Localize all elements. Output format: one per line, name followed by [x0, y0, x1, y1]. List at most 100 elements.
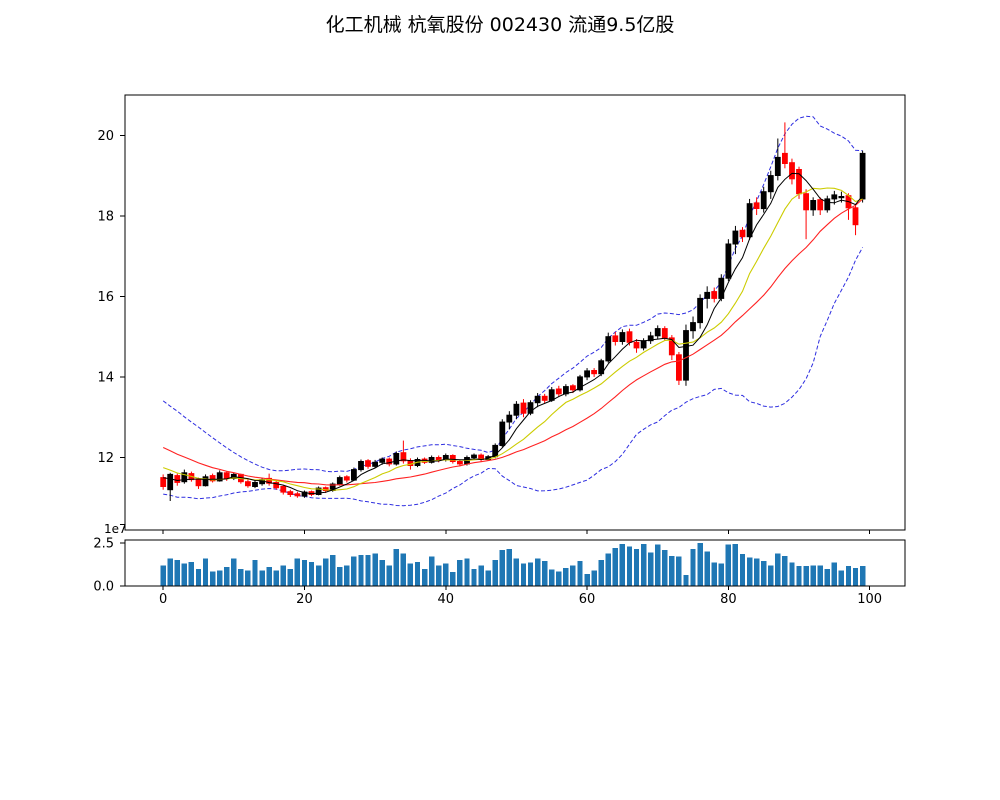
candle-body	[668, 337, 675, 356]
bollinger-upper-line	[162, 115, 863, 473]
candle-body	[428, 457, 435, 463]
volume-bar	[775, 553, 781, 586]
y-tick-label: 16	[97, 290, 114, 305]
volume-bar	[478, 565, 484, 586]
volume-bar	[612, 548, 618, 586]
candle-body	[626, 331, 633, 343]
ma-mid-line	[163, 187, 863, 491]
candle-body	[633, 341, 640, 349]
candle-body	[273, 482, 280, 489]
volume-bar	[619, 543, 626, 586]
volume-bar	[188, 561, 195, 586]
volume-bar	[421, 568, 428, 586]
candle-body	[471, 454, 477, 459]
candle-body	[499, 421, 506, 447]
candle-body	[223, 472, 230, 479]
volume-bar	[718, 563, 724, 586]
candle-body	[435, 457, 442, 461]
candle-body	[520, 402, 527, 414]
candle-body	[859, 152, 866, 200]
candle-body	[803, 193, 810, 211]
volume-bar	[803, 566, 809, 586]
candle-body	[174, 475, 181, 483]
ma-fast-line	[163, 172, 863, 495]
volume-scale-offset-label: 1e7	[104, 522, 127, 536]
volume-y-tick-label: 2.5	[93, 536, 114, 551]
candle-body	[824, 198, 831, 211]
candle-body	[209, 475, 216, 482]
volume-bar	[400, 553, 407, 586]
candle-body	[725, 243, 732, 279]
volume-bar	[570, 565, 576, 586]
volume-bar	[224, 567, 230, 586]
candle-body	[343, 476, 350, 481]
volume-bar	[436, 565, 442, 586]
candle-body	[789, 162, 795, 180]
volume-bar	[181, 563, 187, 586]
volume-bar	[294, 558, 301, 586]
candle-body	[739, 229, 746, 238]
volume-bar	[358, 555, 364, 586]
candle-body	[365, 460, 371, 467]
volume-x-tick-label: 0	[159, 592, 167, 607]
candle-body	[527, 402, 534, 414]
candle-body	[315, 487, 322, 496]
candle-body	[167, 473, 174, 491]
candle-body	[838, 196, 845, 199]
candle-body	[810, 200, 817, 211]
volume-bar	[768, 565, 774, 586]
candle-body	[640, 340, 647, 349]
candle-body	[661, 328, 668, 339]
volume-bar	[626, 546, 633, 586]
candle-body	[195, 479, 202, 487]
volume-bar	[824, 568, 830, 586]
volume-bar	[209, 571, 216, 586]
candle-body	[181, 472, 188, 483]
volume-bar	[344, 565, 350, 586]
candle-body	[753, 202, 760, 209]
candle-body	[555, 388, 562, 395]
volume-bar	[676, 556, 682, 586]
volume-bar	[471, 568, 477, 586]
volume-bar	[499, 549, 505, 586]
volume-bar	[238, 568, 244, 586]
candle-body	[534, 395, 541, 404]
volume-x-tick-label: 40	[437, 592, 454, 607]
volume-bar	[640, 543, 647, 586]
volume-bar	[506, 549, 512, 586]
candle-body	[619, 332, 626, 343]
y-tick-label: 18	[97, 209, 114, 224]
volume-bar	[591, 570, 597, 586]
volume-bar	[753, 558, 760, 586]
candle-body	[605, 336, 612, 362]
candle-body	[612, 335, 619, 342]
candle-body	[817, 199, 824, 211]
volume-x-tick-label: 20	[296, 592, 313, 607]
volume-bar	[217, 570, 223, 586]
volume-bar	[831, 562, 837, 586]
volume-bar	[280, 565, 286, 586]
volume-bar	[372, 553, 378, 586]
volume-bar	[393, 549, 399, 586]
candle-body	[393, 453, 400, 465]
volume-bar	[838, 570, 845, 586]
y-tick-label: 14	[97, 370, 114, 385]
volume-bar	[584, 573, 590, 586]
volume-bar	[810, 565, 816, 586]
volume-panel-frame	[124, 539, 906, 587]
volume-bar	[301, 560, 308, 586]
volume-bar	[852, 567, 859, 586]
volume-bar	[308, 561, 315, 586]
ma-slow-line	[162, 198, 863, 486]
volume-bar	[527, 562, 534, 586]
volume-bar	[556, 571, 562, 586]
volume-bar	[323, 558, 329, 586]
volume-x-tick-label: 80	[720, 592, 737, 607]
candle-body	[774, 156, 781, 176]
volume-bar	[761, 561, 767, 586]
volume-bar	[160, 565, 166, 586]
volume-bar	[648, 552, 654, 586]
candle-body	[760, 191, 767, 210]
